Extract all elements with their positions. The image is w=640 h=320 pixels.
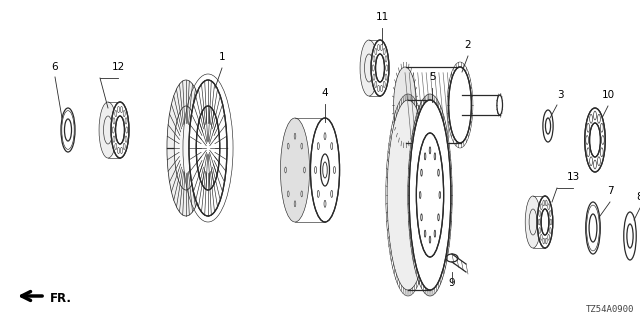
Ellipse shape [65,119,72,141]
Ellipse shape [446,254,458,262]
Ellipse shape [387,100,429,290]
Ellipse shape [589,214,597,242]
Ellipse shape [449,67,472,143]
Ellipse shape [417,133,444,257]
Ellipse shape [541,209,549,235]
Text: 6: 6 [52,62,58,72]
Ellipse shape [115,116,125,144]
Text: 3: 3 [557,90,563,100]
Ellipse shape [545,118,550,134]
Ellipse shape [497,95,502,115]
Ellipse shape [394,67,417,143]
Text: 2: 2 [465,40,471,50]
Ellipse shape [99,102,117,158]
Text: 7: 7 [607,186,613,196]
Text: 12: 12 [111,62,125,72]
Ellipse shape [196,106,220,190]
Text: 5: 5 [429,72,435,82]
Text: 13: 13 [566,172,580,182]
Ellipse shape [310,118,340,222]
Ellipse shape [371,40,389,96]
Ellipse shape [585,108,605,172]
Ellipse shape [586,202,600,254]
Ellipse shape [624,212,636,260]
Text: 8: 8 [637,192,640,202]
Text: TZ54A0900: TZ54A0900 [586,305,634,314]
Ellipse shape [189,80,227,216]
Text: 9: 9 [449,278,455,288]
Ellipse shape [111,102,129,158]
Ellipse shape [627,224,633,248]
Ellipse shape [589,123,600,157]
Ellipse shape [376,54,385,82]
Text: 4: 4 [322,88,328,98]
Text: 1: 1 [219,52,225,62]
Ellipse shape [167,80,205,216]
Ellipse shape [543,110,553,142]
Ellipse shape [61,108,75,152]
Ellipse shape [280,118,310,222]
Ellipse shape [537,196,553,248]
Text: FR.: FR. [50,292,72,305]
Ellipse shape [360,40,378,96]
Ellipse shape [321,154,330,186]
Text: 11: 11 [376,12,388,22]
Ellipse shape [409,100,451,290]
Ellipse shape [525,196,541,248]
Ellipse shape [174,106,198,190]
Text: 10: 10 [602,90,614,100]
